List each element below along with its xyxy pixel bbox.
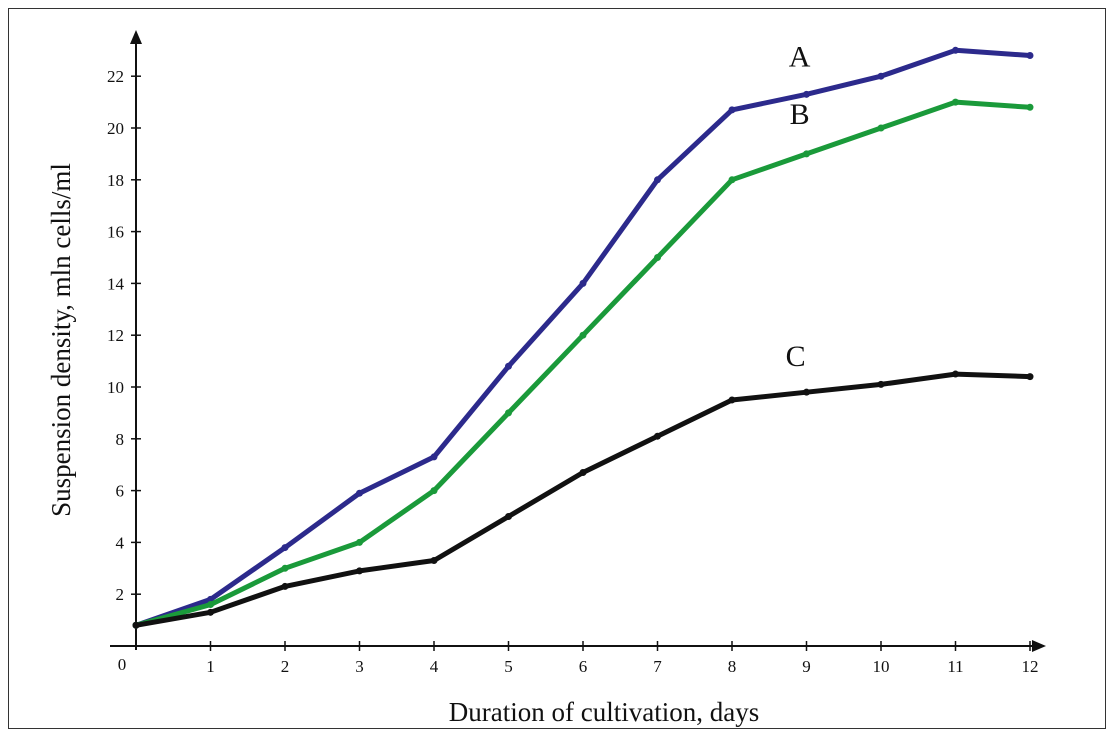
series-line-B [133, 99, 1033, 628]
y-axis-arrow [130, 30, 142, 44]
data-point-A [654, 176, 661, 184]
data-point-C [877, 380, 885, 388]
series-line-C [133, 371, 1033, 628]
x-axis-title: Duration of cultivation, days [449, 697, 759, 727]
data-point-B [281, 564, 289, 572]
x-tick-label: 5 [504, 657, 513, 676]
data-point-C [952, 370, 959, 378]
data-point-C [803, 388, 810, 396]
data-point-A [356, 489, 363, 497]
data-point-B [356, 538, 363, 546]
data-point-A [877, 72, 885, 80]
data-point-C [356, 567, 363, 575]
y-tick-label: 20 [107, 119, 124, 138]
data-point-C [728, 396, 736, 404]
y-tick-label: 16 [107, 223, 124, 242]
y-tick-label: 14 [107, 274, 125, 293]
series-labels: AB C [786, 40, 811, 373]
data-point-B [579, 331, 587, 339]
y-tick-label: 2 [116, 585, 125, 604]
x-tick-label: 10 [873, 657, 890, 676]
x-tick-label: 7 [653, 657, 662, 676]
data-point-B [1026, 103, 1034, 111]
data-point-C [132, 621, 140, 629]
y-axis-title: Suspension density, mln cells/ml [46, 163, 76, 517]
y-tick-label: 6 [116, 482, 125, 501]
y-tick-label: 10 [107, 378, 124, 397]
x-axis-arrow [1032, 640, 1046, 652]
series-label-A: A [789, 40, 811, 73]
x-tick-label: 12 [1022, 657, 1039, 676]
data-point-B [505, 409, 512, 417]
data-point-A [505, 362, 512, 370]
data-point-C [654, 432, 661, 440]
data-point-C [1026, 373, 1034, 381]
y-tick-label: 8 [116, 430, 125, 449]
data-point-C [430, 557, 438, 565]
x-tick-label: 4 [430, 657, 439, 676]
y-tick-label: 18 [107, 171, 124, 190]
x-tick-label: 8 [728, 657, 737, 676]
data-point-C [505, 513, 512, 520]
x-tick-label: 6 [579, 657, 588, 676]
x-tick-label: 2 [281, 657, 290, 676]
data-point-B [952, 98, 959, 106]
data-point-A [430, 453, 438, 461]
data-point-A [579, 279, 587, 287]
data-point-A [803, 90, 810, 98]
series-label-B: B [790, 98, 810, 131]
data-point-B [430, 487, 438, 495]
data-point-A [281, 544, 289, 552]
data-point-B [207, 601, 214, 609]
data-point-C [579, 468, 587, 476]
y-tick-label: 22 [107, 67, 124, 86]
data-point-B [877, 124, 885, 132]
data-point-B [803, 150, 810, 158]
data-point-B [654, 254, 661, 261]
data-point-C [281, 582, 289, 590]
y-tick-label: 12 [107, 326, 124, 345]
data-point-A [728, 106, 736, 114]
data-point-C [207, 608, 214, 616]
data-point-B [728, 176, 736, 184]
series-label-C: C [786, 340, 806, 373]
x-tick-label: 9 [802, 657, 811, 676]
series-layer [132, 46, 1034, 629]
x-tick-label: 1 [206, 657, 215, 676]
data-point-A [952, 46, 959, 54]
origin-label: 0 [118, 655, 127, 674]
axes [110, 30, 1046, 652]
data-point-A [1026, 51, 1034, 59]
y-tick-label: 4 [116, 533, 125, 552]
x-tick-label: 3 [355, 657, 364, 676]
x-tick-label: 11 [947, 657, 963, 676]
